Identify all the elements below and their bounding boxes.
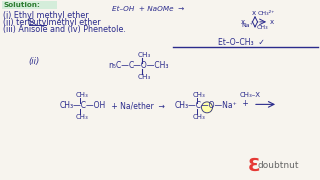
Text: + Na/ether  →: + Na/ether → (109, 101, 165, 110)
Text: CH₃—C—O—Na⁺: CH₃—C—O—Na⁺ (175, 101, 238, 110)
Text: (iii) Anisole and (iv) Phenetole.: (iii) Anisole and (iv) Phenetole. (3, 25, 126, 34)
Text: CH₃: CH₃ (257, 25, 268, 30)
Text: CH₃: CH₃ (76, 114, 89, 120)
Text: +: + (240, 99, 249, 108)
Text: CH₃: CH₃ (76, 93, 89, 98)
Text: Et–OH  + NaOMe  →: Et–OH + NaOMe → (112, 6, 184, 12)
Text: CH₃²⁺: CH₃²⁺ (258, 11, 276, 16)
Text: CH₃–X: CH₃–X (240, 93, 261, 98)
Text: methyl ether: methyl ether (45, 18, 100, 27)
Text: ℇ: ℇ (248, 157, 259, 175)
Text: Solution:: Solution: (3, 2, 40, 8)
Text: CH₃: CH₃ (193, 93, 206, 98)
Text: x: x (270, 19, 274, 25)
Text: Na⁺: Na⁺ (241, 23, 253, 28)
Circle shape (202, 102, 212, 113)
Text: (ii) tert-: (ii) tert- (3, 18, 34, 27)
Text: C—O—CH₃: C—O—CH₃ (129, 61, 170, 70)
Text: x: x (252, 10, 256, 16)
Text: CH₃: CH₃ (138, 52, 151, 58)
Text: CH₃—C—OH: CH₃—C—OH (60, 101, 106, 110)
Text: Et–O–CH₃  ✓: Et–O–CH₃ ✓ (218, 38, 265, 47)
Text: n₅C—: n₅C— (108, 61, 129, 70)
FancyBboxPatch shape (2, 1, 57, 9)
Text: CH₃: CH₃ (193, 114, 206, 120)
Text: doubtnut: doubtnut (258, 161, 300, 170)
Text: Butyl: Butyl (28, 18, 49, 27)
Text: CH₃: CH₃ (138, 74, 151, 80)
Text: (ii): (ii) (28, 57, 39, 66)
Text: (i) Ethyl methyl ether: (i) Ethyl methyl ether (3, 11, 89, 20)
Text: x: x (241, 19, 245, 25)
